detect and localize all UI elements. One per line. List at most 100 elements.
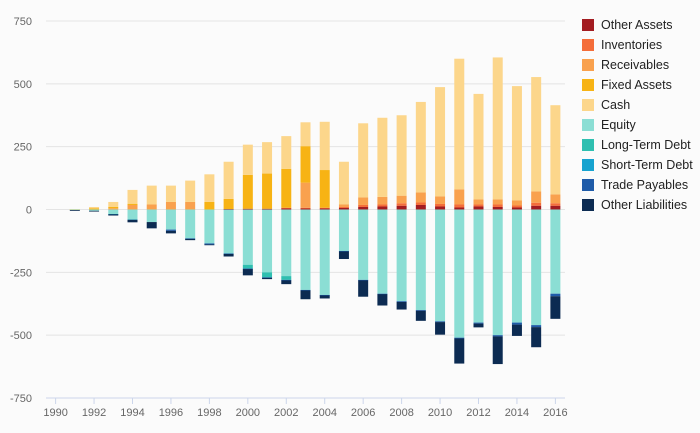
bar-other-liabilities-2008: [396, 301, 407, 310]
bar-fixed-assets-2003: [300, 146, 311, 183]
bar-equity-2000: [242, 209, 253, 265]
bar-receivables-1993: [108, 208, 119, 210]
bar-other-assets-2009: [415, 204, 426, 210]
bar-other-assets-2016: [550, 205, 561, 210]
y-tick-label: 250: [14, 142, 32, 154]
bar-other-assets-2004: [319, 208, 330, 210]
bar-other-assets-2012: [473, 206, 484, 210]
legend-swatch: [582, 59, 594, 71]
bars: [69, 57, 561, 365]
bar-other-assets-2011: [454, 207, 465, 210]
bar-other-liabilities-2006: [358, 280, 369, 297]
legend-item[interactable]: Other Liabilities: [582, 195, 693, 215]
bar-other-liabilities-2005: [338, 251, 349, 260]
bar-long-term-debt-2002: [281, 276, 292, 280]
legend-label: Long-Term Debt: [601, 138, 691, 152]
bar-other-liabilities-2010: [435, 322, 446, 335]
legend-swatch: [582, 79, 594, 91]
bar-equity-2010: [435, 209, 446, 322]
bar-equity-1998: [204, 209, 215, 244]
bar-trade-payables-2005: [338, 250, 349, 252]
bar-equity-2002: [281, 209, 292, 277]
legend-item[interactable]: Long-Term Debt: [582, 135, 693, 155]
bar-trade-payables-2006: [358, 279, 369, 281]
bar-other-liabilities-1998: [204, 244, 215, 246]
bar-other-liabilities-2012: [473, 323, 484, 328]
bar-fixed-assets-1999: [223, 198, 234, 209]
bar-equity-1991: [69, 209, 80, 211]
bar-other-assets-2007: [377, 206, 388, 210]
x-tick-label: 1992: [82, 407, 106, 419]
legend-swatch: [582, 199, 594, 211]
legend-label: Fixed Assets: [601, 78, 672, 92]
x-tick-label: 2004: [312, 407, 336, 419]
legend-swatch: [582, 19, 594, 31]
x-tick-label: 2008: [389, 407, 413, 419]
bar-cash-1994: [127, 189, 138, 204]
legend-swatch: [582, 159, 594, 171]
bar-cash-2014: [511, 86, 522, 201]
bar-cash-2013: [492, 57, 503, 200]
bar-receivables-2012: [473, 199, 484, 205]
bar-trade-payables-2015: [531, 325, 542, 328]
bar-equity-2013: [492, 209, 503, 336]
bar-equity-2011: [454, 209, 465, 338]
bar-cash-2000: [242, 144, 253, 175]
legend-item[interactable]: Short-Term Debt: [582, 155, 693, 175]
bar-other-assets-2008: [396, 205, 407, 210]
bar-other-assets-2003: [300, 208, 311, 210]
legend-item[interactable]: Trade Payables: [582, 175, 693, 195]
y-tick-label: -500: [10, 330, 32, 342]
bar-other-assets-2000: [242, 208, 253, 210]
bar-inventories-2003: [300, 207, 311, 209]
x-tick-label: 1998: [197, 407, 221, 419]
bar-other-liabilities-1996: [165, 230, 176, 234]
bar-equity-2009: [415, 209, 426, 311]
bar-other-liabilities-1991: [69, 210, 80, 211]
x-tick-label: 2000: [236, 407, 260, 419]
bar-trade-payables-2000: [242, 268, 253, 270]
bar-equity-2006: [358, 209, 369, 280]
y-tick-label: -750: [10, 393, 32, 405]
bar-equity-2016: [550, 209, 561, 294]
legend-item[interactable]: Inventories: [582, 35, 693, 55]
bar-trade-payables-2007: [377, 293, 388, 295]
legend-item[interactable]: Equity: [582, 115, 693, 135]
bar-fixed-assets-2002: [281, 168, 292, 208]
bar-receivables-1996: [165, 201, 176, 210]
legend-label: Short-Term Debt: [601, 158, 693, 172]
legend-item[interactable]: Fixed Assets: [582, 75, 693, 95]
bar-cash-2008: [396, 115, 407, 196]
bar-other-assets-2006: [358, 206, 369, 210]
legend-item[interactable]: Other Assets: [582, 15, 693, 35]
bar-inventories-2009: [415, 202, 426, 205]
bar-equity-2001: [262, 209, 273, 273]
bar-other-liabilities-2011: [454, 338, 465, 364]
bar-other-assets-2002: [281, 208, 292, 210]
bar-receivables-2014: [511, 200, 522, 206]
y-tick-label: 500: [14, 79, 32, 91]
bar-inventories-2011: [454, 204, 465, 208]
legend: Other Assets Inventories Receivables Fixed …: [582, 15, 693, 215]
bar-trade-payables-2003: [300, 289, 311, 291]
bar-receivables-2009: [415, 192, 426, 203]
bar-cash-1995: [146, 185, 157, 205]
x-tick-label: 1994: [120, 407, 144, 419]
legend-item[interactable]: Cash: [582, 95, 693, 115]
legend-item[interactable]: Receivables: [582, 55, 693, 75]
bar-cash-2007: [377, 117, 388, 197]
x-tick-label: 1996: [159, 407, 183, 419]
bar-trade-payables-2013: [492, 335, 503, 337]
bar-other-liabilities-2014: [511, 324, 522, 336]
bar-equity-2003: [300, 209, 311, 290]
bar-receivables-2013: [492, 199, 503, 205]
bar-fixed-assets-2000: [242, 174, 253, 209]
bar-inventories-2016: [550, 203, 561, 206]
bar-cash-2004: [319, 121, 330, 171]
bar-receivables-2007: [377, 196, 388, 205]
bar-other-liabilities-2015: [531, 327, 542, 348]
bar-receivables-1995: [146, 204, 157, 210]
bar-inventories-2007: [377, 204, 388, 207]
bar-cash-2009: [415, 101, 426, 193]
bar-equity-1992: [89, 209, 100, 211]
